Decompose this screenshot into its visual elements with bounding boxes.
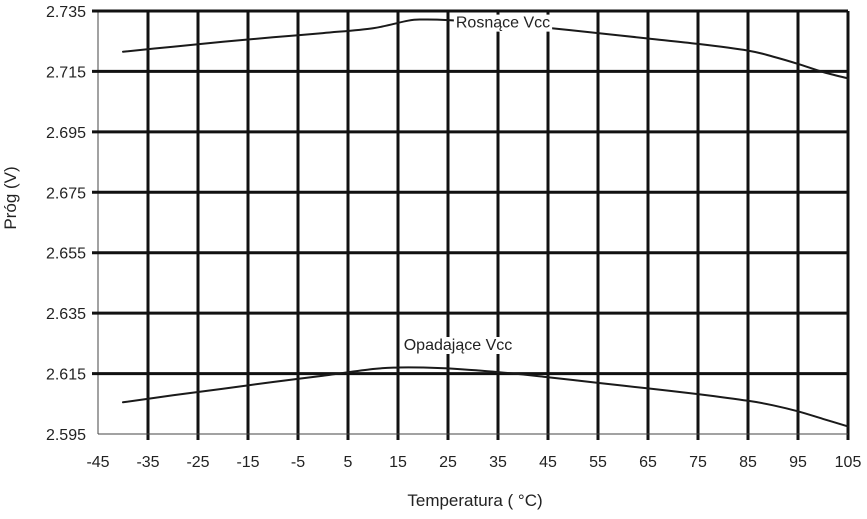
tick-label-layer: -45 -35 -25 -15 -5 5 15 25 35 45 55 65 75 85 95 105 2.59… [46, 4, 861, 471]
x-tick-label: 45 [539, 454, 557, 471]
x-tick-label: 5 [344, 454, 353, 471]
annotation-falling-vcc: Opadające Vcc [404, 337, 513, 354]
grid-layer [92, 9, 850, 440]
y-tick-label: 2.595 [46, 427, 86, 444]
x-tick-label: 35 [489, 454, 507, 471]
annotation-layer: Rosnące Vcc Opadające Vcc [401, 14, 553, 355]
series-line-falling [122, 366, 849, 428]
x-tick-label: 95 [789, 454, 807, 471]
y-tick-label: 2.655 [46, 246, 86, 263]
x-tick-label: -15 [236, 454, 259, 471]
y-tick-label: 2.615 [46, 367, 86, 384]
x-tick-label: 65 [639, 454, 657, 471]
y-tick-label: 2.675 [46, 185, 86, 202]
annotation-rising-vcc: Rosnące Vcc [456, 15, 550, 32]
x-tick-label: -35 [136, 454, 159, 471]
series-layer [122, 18, 849, 428]
x-tick-label: -5 [291, 454, 305, 471]
y-tick-label: 2.635 [46, 306, 86, 323]
x-tick-label: -45 [86, 454, 109, 471]
x-tick-label: 15 [389, 454, 407, 471]
x-axis-title: Temperatura ( °C) [407, 491, 542, 510]
y-tick-label: 2.735 [46, 4, 86, 21]
y-tick-label: 2.715 [46, 64, 86, 81]
x-tick-label: 55 [589, 454, 607, 471]
x-tick-label: -25 [186, 454, 209, 471]
x-tick-label: 75 [689, 454, 707, 471]
x-tick-label: 85 [739, 454, 757, 471]
y-tick-label: 2.695 [46, 125, 86, 142]
x-tick-label: 105 [835, 454, 862, 471]
annotation-background [401, 337, 515, 355]
x-tick-label: 25 [439, 454, 457, 471]
y-axis-title: Próg (V) [1, 166, 20, 229]
annotation-background [453, 14, 553, 32]
